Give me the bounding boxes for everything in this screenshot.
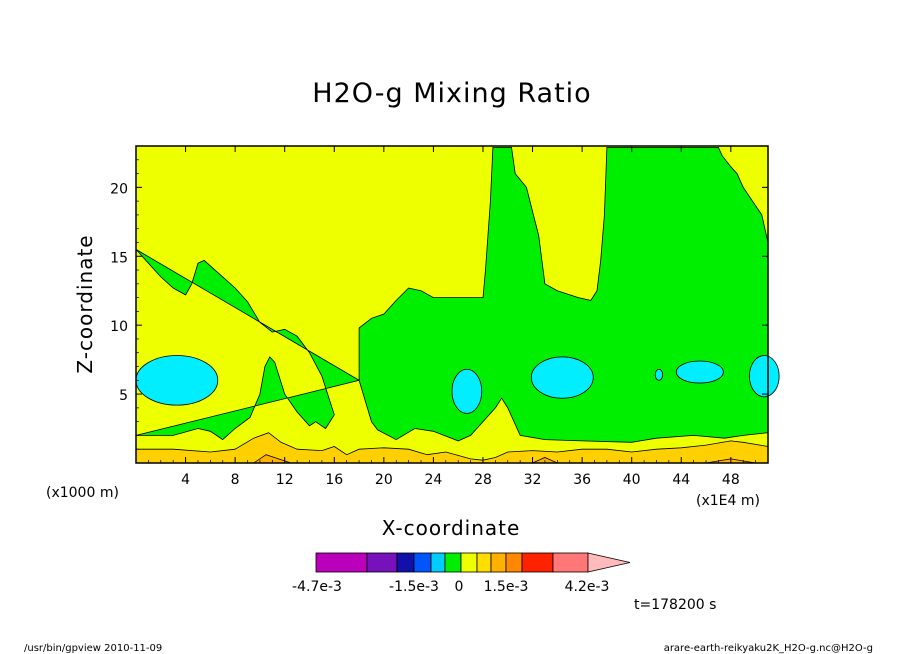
x-tick-label: 8 bbox=[231, 472, 240, 488]
colorbar-swatch bbox=[460, 552, 478, 573]
cyan-pocket-2 bbox=[451, 368, 483, 414]
x-tick-label: 4 bbox=[181, 472, 190, 488]
colorbar-swatch bbox=[413, 552, 432, 573]
y-ticks: 5 10 15 20 bbox=[110, 159, 768, 450]
colorbar-label: -1.5e-3 bbox=[389, 579, 439, 595]
colorbar-label: -4.7e-3 bbox=[292, 579, 342, 595]
x-tick-label: 48 bbox=[722, 472, 740, 488]
colorbar-swatch bbox=[315, 552, 368, 573]
x-tick-label: 20 bbox=[375, 472, 393, 488]
colorbar bbox=[315, 552, 631, 573]
x-axis-label: X-coordinate bbox=[382, 516, 521, 540]
x-ticks: 4 8 12 16 20 24 28 32 36 40 44 48 bbox=[148, 146, 756, 488]
x-tick-label: 28 bbox=[474, 472, 492, 488]
x-tick-label: 36 bbox=[573, 472, 591, 488]
chart-title: H2O-g Mixing Ratio bbox=[312, 78, 591, 109]
x-tick-label: 12 bbox=[276, 472, 294, 488]
y-axis-label: Z-coordinate bbox=[73, 234, 97, 373]
plot-frame bbox=[135, 145, 769, 464]
x-unit-left: (x1000 m) bbox=[46, 485, 119, 501]
colorbar-swatch bbox=[476, 552, 492, 573]
green-moist-layer bbox=[135, 146, 769, 443]
colorbar-swatch bbox=[430, 552, 446, 573]
footer-left: /usr/bin/gpview 2010-11-09 bbox=[24, 643, 162, 654]
x-tick-label: 16 bbox=[325, 472, 343, 488]
cyan-pocket-6 bbox=[749, 355, 780, 398]
colorbar-label: 0 bbox=[455, 579, 464, 595]
colorbar-swatch bbox=[396, 552, 415, 573]
y-tick-label: 15 bbox=[110, 250, 128, 266]
y-tick-label: 20 bbox=[110, 181, 128, 197]
colorbar-swatch bbox=[505, 552, 523, 573]
colorbar-swatch bbox=[444, 552, 462, 573]
colorbar-labels: -4.7e-3 -1.5e-3 0 1.5e-3 4.2e-3 bbox=[292, 579, 609, 595]
gold-surface-layer bbox=[135, 432, 769, 464]
cyan-pocket-3 bbox=[530, 356, 594, 399]
x-tick-label: 40 bbox=[623, 472, 641, 488]
cyan-pocket-5 bbox=[675, 360, 724, 384]
x-tick-label: 44 bbox=[672, 472, 690, 488]
colorbar-swatch bbox=[490, 552, 507, 573]
cyan-pocket-4 bbox=[654, 368, 664, 381]
colorbar-label: 1.5e-3 bbox=[484, 579, 529, 595]
footer-right: arare-earth-reikyaku2K_H2O-g.nc@H2O-g bbox=[664, 643, 873, 654]
y-tick-label: 5 bbox=[119, 388, 128, 404]
colorbar-swatch bbox=[587, 552, 631, 573]
colorbar-swatch bbox=[366, 552, 398, 573]
x-tick-label: 32 bbox=[524, 472, 542, 488]
colorbar-swatch bbox=[552, 552, 589, 573]
colorbar-swatch bbox=[521, 552, 554, 573]
x-tick-label: 24 bbox=[424, 472, 442, 488]
cyan-pocket-1 bbox=[135, 355, 219, 406]
y-tick-label: 10 bbox=[110, 319, 128, 335]
x-unit-right: (x1E4 m) bbox=[696, 493, 760, 509]
colorbar-label: 4.2e-3 bbox=[565, 579, 610, 595]
contour-regions bbox=[135, 146, 780, 464]
time-label: t=178200 s bbox=[634, 597, 716, 613]
